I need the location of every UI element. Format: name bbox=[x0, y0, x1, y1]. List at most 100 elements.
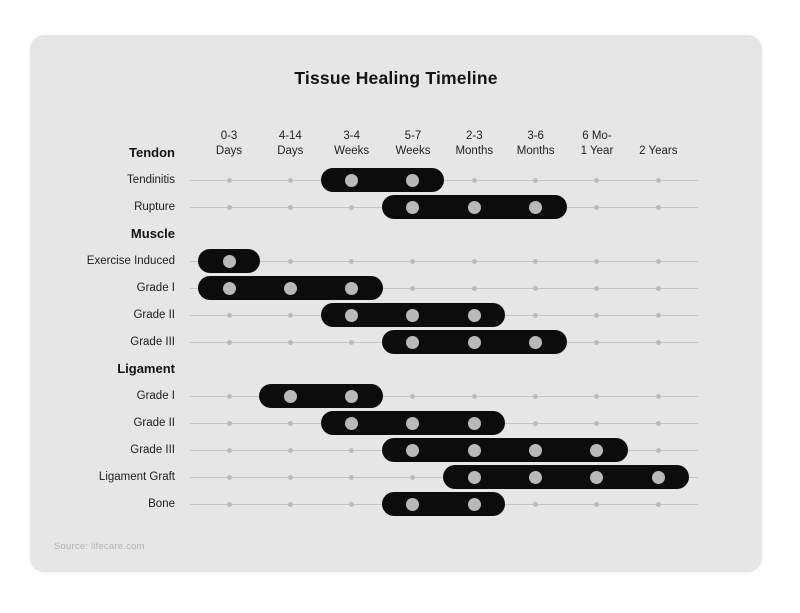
grid-dot bbox=[349, 258, 355, 264]
timeline-grid-line bbox=[190, 287, 698, 289]
grid-dot bbox=[533, 258, 539, 264]
section-label: Muscle bbox=[130, 226, 175, 241]
bar-dot bbox=[345, 416, 359, 430]
timeline-grid-line bbox=[190, 395, 698, 397]
grid-dot bbox=[594, 393, 600, 399]
column-header-line: 5-7 bbox=[404, 130, 422, 142]
bar-dot bbox=[406, 173, 420, 187]
healing-bar bbox=[381, 492, 506, 516]
column-header: 4-14 Days bbox=[250, 35, 330, 159]
grid-dot bbox=[533, 285, 539, 291]
grid-dot bbox=[655, 420, 661, 426]
grid-dot bbox=[410, 474, 416, 480]
grid-dot bbox=[226, 501, 232, 507]
row-label: Grade II bbox=[133, 309, 175, 321]
grid-dot bbox=[533, 420, 539, 426]
column-header-line: Days bbox=[215, 145, 243, 157]
grid-dot bbox=[471, 177, 477, 183]
grid-dot bbox=[349, 474, 355, 480]
bar-dot bbox=[222, 281, 236, 295]
grid-dot bbox=[594, 285, 600, 291]
grid-dot bbox=[226, 393, 232, 399]
bar-dot bbox=[467, 497, 481, 511]
grid-dot bbox=[287, 474, 293, 480]
bar-dot bbox=[467, 308, 481, 322]
grid-dot bbox=[655, 177, 661, 183]
section-label: Ligament bbox=[117, 361, 175, 376]
bar-dot bbox=[345, 389, 359, 403]
grid-dot bbox=[594, 312, 600, 318]
column-header: 6 Mo- 1 Year bbox=[557, 35, 637, 159]
grid-dot bbox=[471, 285, 477, 291]
section-label: Tendon bbox=[129, 145, 175, 160]
column-header-line: Weeks bbox=[334, 145, 370, 157]
bar-dot bbox=[406, 335, 420, 349]
grid-dot bbox=[226, 204, 232, 210]
bar-dot bbox=[467, 416, 481, 430]
row-label: Grade II bbox=[133, 417, 175, 429]
row-label: Exercise Induced bbox=[86, 255, 175, 267]
column-header-line: Days bbox=[277, 145, 304, 157]
grid-dot bbox=[594, 258, 600, 264]
grid-dot bbox=[287, 339, 293, 345]
bar-dot bbox=[345, 173, 359, 187]
row-label: Grade I bbox=[136, 390, 175, 402]
chart-area: 0-3 Days 4-14 Days 3-4 Weeks 5-7 Weeks 2-3 Months… bbox=[30, 35, 762, 572]
bar-dot bbox=[345, 308, 359, 322]
timeline-grid-line bbox=[190, 179, 698, 181]
grid-dot bbox=[594, 501, 600, 507]
grid-dot bbox=[533, 312, 539, 318]
bar-dot bbox=[467, 335, 481, 349]
bar-dot bbox=[406, 443, 420, 457]
column-header-line: 3-4 bbox=[343, 130, 360, 142]
column-header-line: 1 Year bbox=[580, 145, 614, 157]
row-label: Ligament Graft bbox=[98, 471, 175, 483]
bar-dot bbox=[222, 254, 236, 268]
column-header-line: Weeks bbox=[395, 145, 431, 157]
column-header: 2 Years bbox=[618, 35, 698, 159]
column-header: 3-4 Weeks bbox=[312, 35, 392, 159]
grid-dot bbox=[349, 447, 355, 453]
healing-bar bbox=[443, 465, 690, 489]
grid-dot bbox=[226, 312, 232, 318]
grid-dot bbox=[594, 177, 600, 183]
bar-dot bbox=[406, 416, 420, 430]
chart-card: Tissue Healing Timeline 0-3 Days 4-14 Days 3… bbox=[30, 35, 762, 572]
grid-dot bbox=[655, 312, 661, 318]
bar-dot bbox=[345, 281, 359, 295]
grid-dot bbox=[349, 339, 355, 345]
bar-dot bbox=[406, 200, 420, 214]
grid-dot bbox=[533, 177, 539, 183]
grid-dot bbox=[287, 204, 293, 210]
row-label: Rupture bbox=[134, 201, 175, 213]
column-header-line: Months bbox=[516, 145, 555, 157]
grid-dot bbox=[655, 285, 661, 291]
grid-dot bbox=[410, 258, 416, 264]
grid-dot bbox=[349, 501, 355, 507]
column-header-line: 2-3 bbox=[466, 130, 483, 142]
grid-dot bbox=[410, 285, 416, 291]
bar-dot bbox=[529, 470, 543, 484]
row-label: Bone bbox=[148, 498, 175, 510]
grid-dot bbox=[594, 204, 600, 210]
bar-dot bbox=[467, 443, 481, 457]
grid-dot bbox=[533, 501, 539, 507]
bar-dot bbox=[467, 470, 481, 484]
grid-dot bbox=[594, 339, 600, 345]
grid-dot bbox=[410, 393, 416, 399]
column-header-line: 0-3 bbox=[220, 130, 238, 142]
bar-dot bbox=[590, 470, 604, 484]
column-header-line: 3-6 bbox=[527, 130, 544, 142]
bar-dot bbox=[529, 443, 543, 457]
bar-dot bbox=[406, 308, 420, 322]
healing-bar bbox=[320, 168, 444, 192]
grid-dot bbox=[226, 339, 232, 345]
healing-bar bbox=[259, 384, 383, 408]
column-header: 0-3 Days bbox=[189, 35, 269, 159]
grid-dot bbox=[226, 474, 232, 480]
column-header-line: Months bbox=[455, 145, 494, 157]
column-header-line: 2 Years bbox=[639, 145, 678, 157]
chart-title: Tissue Healing Timeline bbox=[294, 68, 498, 88]
bar-dot bbox=[467, 200, 481, 214]
row-label: Grade III bbox=[130, 444, 175, 456]
